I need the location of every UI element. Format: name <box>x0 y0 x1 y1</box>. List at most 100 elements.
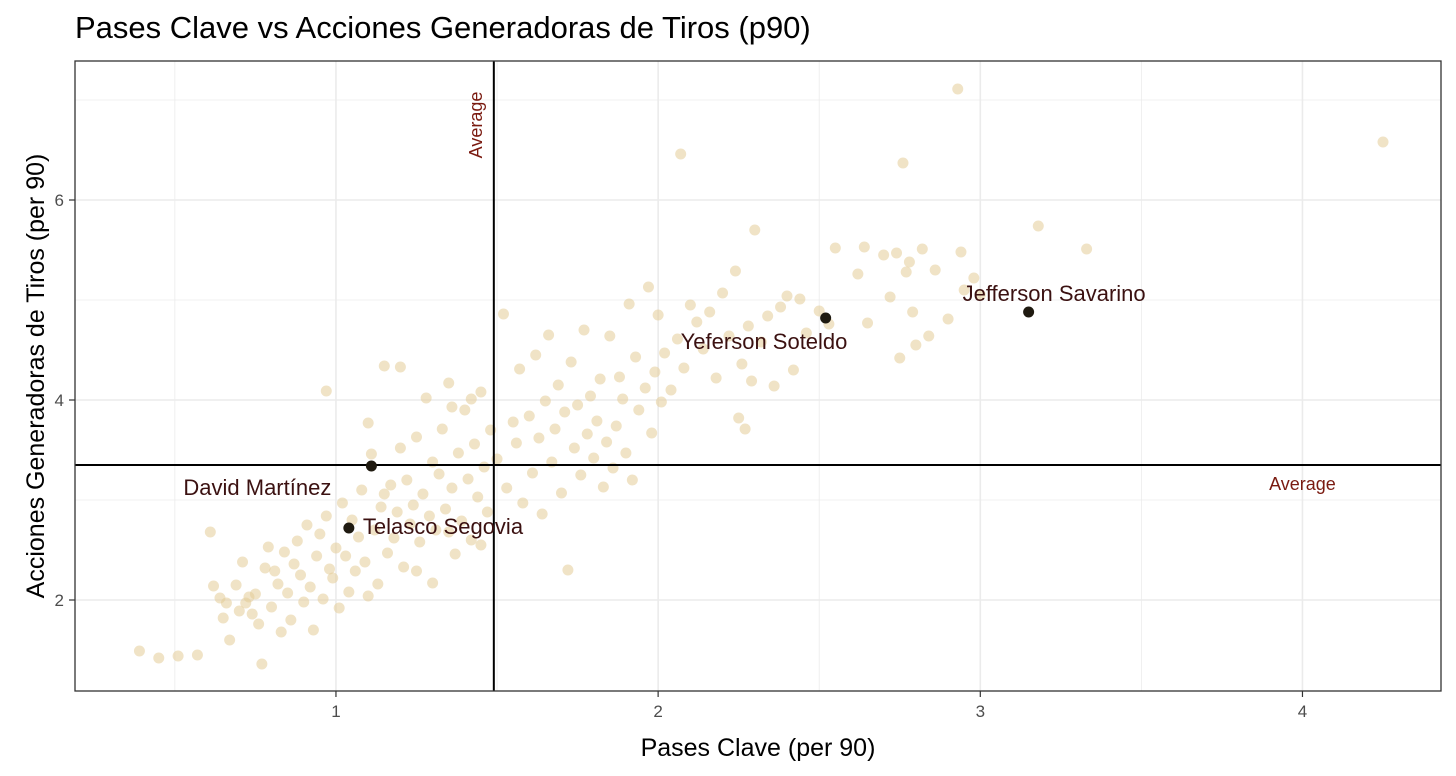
data-point <box>562 564 574 576</box>
average-label-horizontal: Average <box>1269 474 1336 494</box>
data-point <box>813 305 825 317</box>
data-point <box>762 310 774 322</box>
data-point <box>942 313 954 325</box>
data-point <box>353 531 365 543</box>
data-point <box>539 395 551 407</box>
data-point <box>362 590 374 602</box>
data-point <box>684 299 696 311</box>
data-point <box>423 510 435 522</box>
data-point <box>729 265 741 277</box>
data-point <box>449 548 461 560</box>
data-point <box>436 423 448 435</box>
data-point <box>475 386 487 398</box>
data-point <box>340 550 352 562</box>
data-point <box>317 593 329 605</box>
data-point <box>224 634 236 646</box>
data-point <box>584 390 596 402</box>
data-point <box>794 293 806 305</box>
y-tick-label: 4 <box>55 391 64 410</box>
data-point <box>578 324 590 336</box>
data-point <box>172 650 184 662</box>
data-point <box>439 503 451 515</box>
data-point <box>894 352 906 364</box>
data-point <box>443 377 455 389</box>
data-point <box>610 420 622 432</box>
data-point <box>462 473 474 485</box>
data-point <box>411 431 422 443</box>
data-point <box>655 396 667 408</box>
data-point <box>304 581 316 593</box>
data-point <box>459 404 471 416</box>
plot-panel <box>75 61 1441 691</box>
data-point <box>781 290 793 302</box>
data-point <box>237 556 249 568</box>
data-point <box>278 546 290 558</box>
data-point <box>369 524 381 536</box>
data-point <box>617 393 629 405</box>
data-point <box>652 309 664 321</box>
data-point <box>288 558 300 570</box>
data-point <box>295 569 307 581</box>
data-point <box>356 484 368 496</box>
y-axis-title: Acciones Generadoras de Tiros (per 90) <box>22 154 50 599</box>
data-point <box>452 447 464 459</box>
data-point <box>153 652 165 664</box>
data-point <box>404 518 416 530</box>
data-point <box>697 343 709 355</box>
data-point <box>923 330 935 342</box>
data-point <box>372 578 384 590</box>
chart-title: Pases Clave vs Acciones Generadoras de T… <box>75 10 811 45</box>
data-point <box>1377 136 1389 148</box>
data-point <box>314 528 326 540</box>
x-tick-label: 2 <box>653 702 662 721</box>
data-point <box>443 526 455 538</box>
data-point <box>465 534 477 546</box>
data-point <box>233 605 245 617</box>
data-point <box>433 468 445 480</box>
data-point <box>285 614 297 626</box>
data-point <box>568 442 580 454</box>
data-point <box>1081 243 1093 255</box>
data-point <box>530 349 542 361</box>
x-tick-label: 4 <box>1298 702 1307 721</box>
data-point <box>514 363 526 375</box>
data-point <box>301 519 313 531</box>
data-point <box>739 423 751 435</box>
data-point <box>256 658 268 670</box>
data-point <box>533 432 545 444</box>
data-point <box>446 482 458 494</box>
data-point <box>330 542 342 554</box>
average-label-vertical: Average <box>466 92 486 159</box>
data-point <box>253 618 265 630</box>
data-point <box>768 380 780 392</box>
data-point <box>217 612 229 624</box>
data-point <box>307 624 319 636</box>
data-point <box>604 330 616 342</box>
data-point <box>523 410 535 422</box>
data-point <box>900 266 912 278</box>
data-point <box>478 461 490 473</box>
data-point <box>649 366 661 378</box>
data-point <box>427 577 439 589</box>
data-point <box>891 247 903 259</box>
data-point <box>613 371 625 383</box>
data-point <box>394 442 406 454</box>
data-point <box>659 347 671 359</box>
data-point <box>465 393 477 405</box>
data-point <box>955 246 967 258</box>
data-point <box>642 281 654 293</box>
data-point <box>552 379 564 391</box>
data-point <box>336 497 348 509</box>
data-point <box>597 481 609 493</box>
axes: 1 2 3 4 2 4 6 <box>55 191 1308 721</box>
data-point <box>717 287 729 299</box>
data-point <box>787 364 799 376</box>
data-point <box>601 436 613 448</box>
data-point <box>359 556 371 568</box>
data-point <box>594 373 606 385</box>
data-point <box>907 306 919 318</box>
data-point <box>549 423 561 435</box>
data-point <box>362 417 374 429</box>
data-point <box>736 358 748 370</box>
